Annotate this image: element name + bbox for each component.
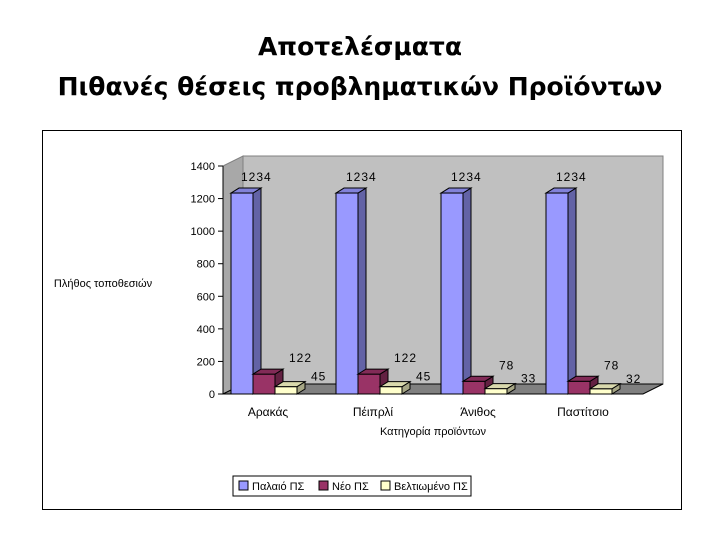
y-tick-label: 1200 — [191, 194, 215, 206]
bar-data-label: 78 — [604, 358, 619, 372]
bar — [335, 192, 359, 395]
slide-title: Αποτελέσματα — [257, 32, 463, 61]
bar-top — [229, 187, 263, 194]
bar-side — [567, 187, 577, 395]
bar-side — [252, 187, 262, 395]
y-tick-label: 1400 — [191, 161, 215, 173]
x-tick-label: Άνιθος — [460, 405, 496, 419]
legend-label: Βελτιωμένο ΠΣ — [394, 481, 468, 493]
bar-data-label: 33 — [521, 372, 536, 386]
slide-subtitle: Πιθανές θέσεις προβληματικών Προϊόντων — [57, 72, 663, 101]
bar-top — [251, 368, 285, 375]
chart-data-labels: 1234 122 45 1234 122 45 1234 78 33 1234 78 32 — [241, 170, 641, 386]
bar-data-label: 45 — [311, 370, 326, 384]
legend-swatch — [238, 480, 249, 491]
y-tick-label: 600 — [197, 291, 215, 303]
x-tick-label: Πέιπρλί — [353, 405, 394, 419]
bar-top — [334, 187, 368, 194]
legend-box — [232, 475, 472, 497]
bar — [252, 373, 276, 395]
bar-chart: 1234 122 45 1234 122 45 1234 78 33 1234 78 32 0 200 4… — [54, 155, 664, 497]
chart-legend: Παλαιό ΠΣ Νέο ΠΣ Βελτιωμένο ΠΣ — [232, 475, 472, 497]
bar-data-label: 122 — [289, 351, 312, 365]
bar-data-label: 1234 — [241, 170, 272, 184]
bar — [379, 386, 403, 395]
x-tick-label: Αρακάς — [248, 405, 289, 419]
bar-top — [356, 368, 390, 375]
bar-data-label: 78 — [499, 358, 514, 372]
bar-side — [357, 187, 367, 395]
chart-bars — [229, 187, 622, 395]
legend-label: Παλαιό ΠΣ — [252, 481, 305, 493]
chart-axes: 0 200 400 600 800 1000 1200 1400 Αρακάς Πέιπρλί Άν… — [54, 161, 643, 438]
bar-top — [588, 383, 622, 390]
bar-data-label: 1234 — [556, 170, 587, 184]
bar-data-label: 32 — [626, 372, 641, 386]
bar — [274, 386, 298, 395]
y-tick-label: 200 — [197, 356, 215, 368]
bar — [462, 380, 486, 395]
y-tick-label: 1000 — [191, 226, 215, 238]
bar-top — [483, 383, 517, 390]
bar-top — [461, 375, 495, 382]
bar-top — [378, 381, 412, 388]
bar — [357, 373, 381, 395]
bar-data-label: 122 — [394, 351, 417, 365]
x-axis-title: Κατηγορία προϊόντων — [380, 426, 487, 438]
legend-swatch — [318, 480, 329, 491]
bar — [589, 388, 613, 395]
bar-data-label: 1234 — [451, 170, 482, 184]
chart-frame: 1234 122 45 1234 122 45 1234 78 33 1234 78 32 0 200 4… — [42, 130, 682, 510]
bar-top — [544, 187, 578, 194]
legend-label: Νέο ΠΣ — [332, 481, 369, 493]
bar-top — [439, 187, 473, 194]
bar — [440, 192, 464, 395]
bar — [230, 192, 254, 395]
y-tick-label: 800 — [197, 259, 215, 271]
bar-data-label: 45 — [416, 370, 431, 384]
bar — [545, 192, 569, 395]
bar — [484, 388, 508, 395]
x-tick-label: Παστίτσιο — [557, 405, 609, 419]
bar-top — [273, 381, 307, 388]
bar — [567, 380, 591, 395]
y-tick-label: 0 — [209, 389, 215, 401]
bar-side — [462, 187, 472, 395]
bar-data-label: 1234 — [346, 170, 377, 184]
legend-swatch — [380, 480, 391, 491]
y-tick-label: 400 — [197, 324, 215, 336]
y-axis-title: Πλήθος τοποθεσιών — [54, 278, 153, 290]
bar-top — [566, 375, 600, 382]
